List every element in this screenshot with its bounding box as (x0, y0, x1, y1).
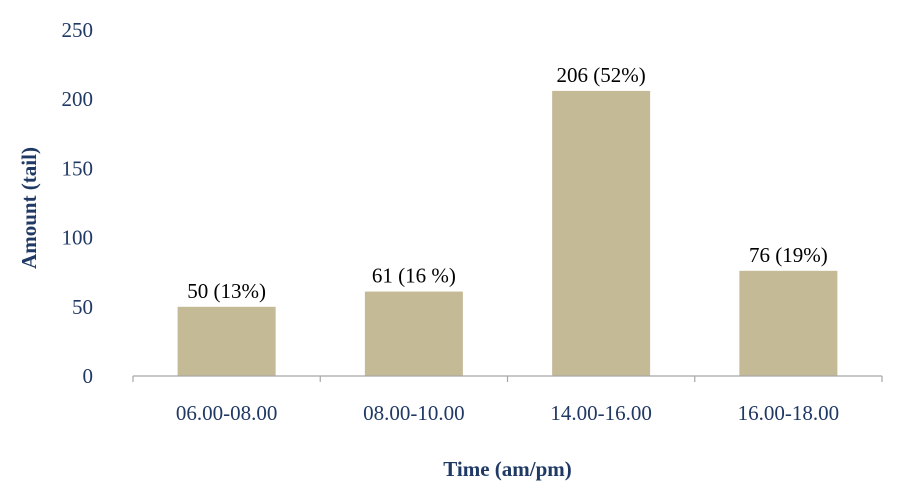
y-tick-label: 150 (62, 156, 94, 180)
x-category-label: 08.00-10.00 (363, 401, 465, 425)
data-label: 61 (16 %) (372, 264, 456, 288)
x-axis-title: Time (am/pm) (443, 457, 572, 481)
y-tick-label: 100 (62, 226, 94, 250)
y-tick-label: 0 (83, 364, 94, 388)
data-label: 206 (52%) (557, 63, 646, 87)
y-tick-label: 200 (62, 87, 94, 111)
bar (739, 270, 838, 376)
y-tick-label: 250 (62, 18, 94, 42)
data-label: 76 (19%) (749, 243, 828, 267)
y-axis-ticks: 0 50 100 150 200 250 (62, 18, 94, 388)
x-category-label: 06.00-08.00 (176, 401, 278, 425)
bar (177, 306, 276, 376)
x-axis-ticks (132, 376, 883, 382)
x-axis-category-labels: 06.00-08.00 08.00-10.00 14.00-16.00 16.00-1… (176, 401, 839, 425)
bar (552, 90, 651, 377)
data-labels: 50 (13%) 61 (16 %) 206 (52%) 76 (19%) (187, 63, 827, 303)
bars (177, 90, 838, 377)
y-tick-label: 50 (72, 295, 93, 319)
bar (364, 291, 463, 376)
y-axis-title: Amount (tail) (17, 147, 41, 269)
data-label: 50 (13%) (187, 279, 266, 303)
x-category-label: 14.00-16.00 (550, 401, 652, 425)
x-category-label: 16.00-18.00 (738, 401, 840, 425)
